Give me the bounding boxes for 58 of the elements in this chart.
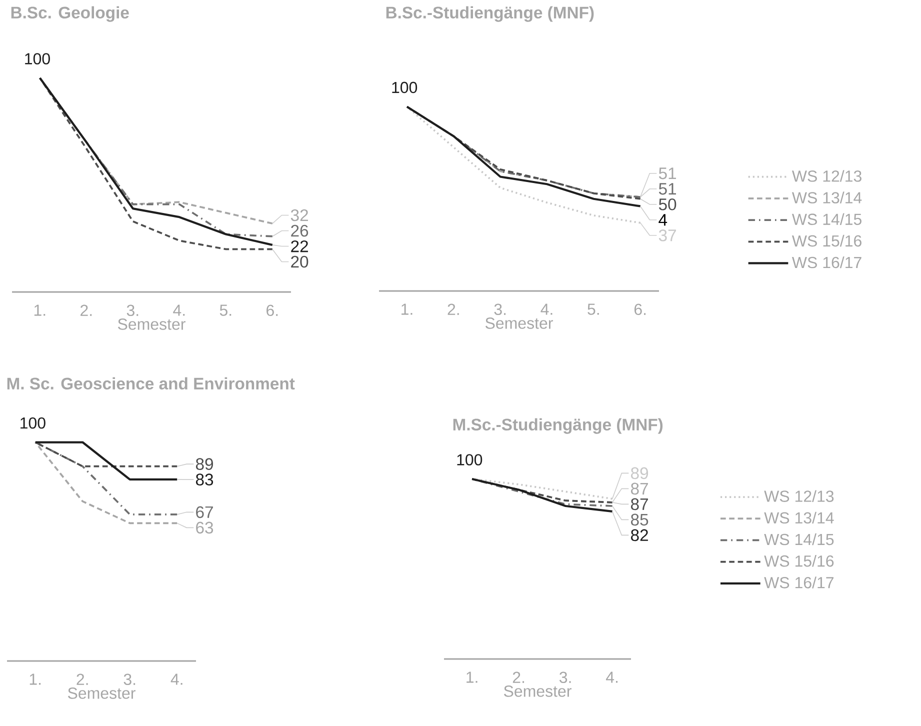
- data-label: 83: [196, 474, 214, 486]
- chart-title: B.Sc.-Studiengänge (MNF): [386, 6, 594, 22]
- data-label: 51: [658, 183, 676, 195]
- x-tick-label: 1.: [34, 304, 46, 316]
- data-label: 26: [291, 224, 308, 237]
- legend-label: WS 13/14: [764, 512, 834, 524]
- data-label: 22: [291, 240, 308, 252]
- legend-label: WS 13/14: [792, 192, 862, 204]
- x-axis-title: Semester: [68, 688, 136, 699]
- data-label: 63: [196, 522, 214, 534]
- chart-title: M.Sc.-Studiengänge (MNF): [453, 418, 663, 434]
- data-label: 51: [658, 168, 676, 180]
- x-tick-label: 6.: [634, 304, 646, 316]
- legend-label: WS 12/13: [764, 490, 834, 502]
- x-tick-label: 2.: [76, 674, 88, 685]
- data-label: 89: [196, 458, 213, 470]
- data-label: 100: [457, 454, 482, 466]
- x-axis-title: Semester: [486, 318, 553, 329]
- x-tick-label: 2.: [448, 304, 459, 315]
- x-tick-label: 4.: [540, 304, 552, 315]
- data-label: 50: [658, 198, 676, 210]
- x-tick-label: 5.: [220, 304, 232, 316]
- data-label: 87: [630, 482, 648, 495]
- data-label: 20: [291, 256, 308, 268]
- x-tick-label: 3.: [124, 674, 136, 686]
- x-tick-label: 2.: [80, 304, 92, 316]
- data-label: 82: [630, 529, 648, 542]
- x-tick-label: 1.: [466, 672, 478, 683]
- data-label: 100: [20, 417, 46, 429]
- x-tick-label: 6.: [266, 304, 278, 316]
- x-tick-label: 3.: [494, 304, 506, 316]
- x-tick-label: 1.: [30, 674, 41, 685]
- annotation: 4: [658, 214, 668, 226]
- x-tick-label: 4.: [170, 674, 182, 685]
- x-tick-label: 2.: [512, 672, 524, 683]
- legend-label: WS 16/17: [764, 576, 834, 588]
- chart-title: M. Sc. Geoscience and Environment: [7, 377, 295, 390]
- x-tick-label: 3.: [126, 304, 138, 316]
- x-tick-label: 4.: [606, 672, 618, 683]
- legend-label: WS 14/15: [792, 213, 862, 225]
- x-axis-title: Semester: [118, 318, 186, 330]
- legend-label: WS 16/17: [792, 256, 862, 268]
- legend-label: WS 15/16: [792, 234, 862, 247]
- data-label: 87: [630, 498, 648, 510]
- data-label: 67: [196, 506, 213, 518]
- x-tick-label: 1.: [402, 304, 412, 315]
- x-tick-label: 5.: [588, 304, 599, 315]
- data-label: 85: [630, 514, 648, 526]
- data-label: 100: [25, 53, 50, 64]
- data-label: 32: [290, 209, 308, 222]
- legend-label: WS 12/13: [792, 170, 862, 182]
- chart-title: B.Sc. Geologie: [11, 6, 129, 22]
- x-tick-label: 3.: [559, 672, 571, 684]
- x-tick-label: 4.: [173, 304, 185, 316]
- x-axis-title: Semester: [504, 686, 572, 697]
- legend-label: WS 14/15: [764, 533, 834, 546]
- legend-label: WS 15/16: [764, 555, 834, 567]
- data-label: 100: [392, 82, 418, 94]
